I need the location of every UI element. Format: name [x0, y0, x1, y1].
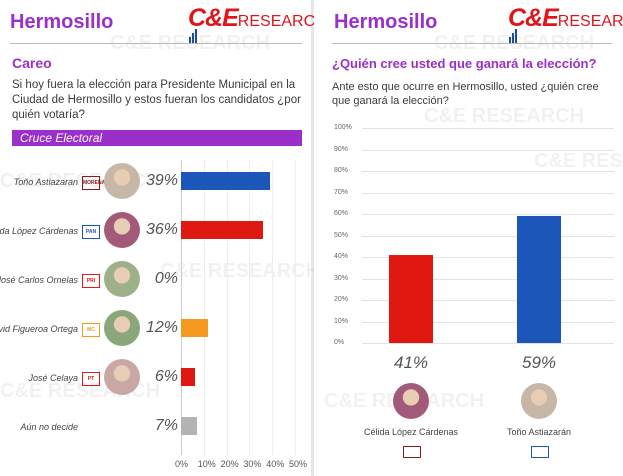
x-tick-label: 40% — [266, 459, 285, 469]
right-panel: C&E RESEARCH C&E RESEARCH C&E RESEARCH C… — [314, 0, 623, 476]
y-tick-label: 60% — [334, 210, 349, 217]
gridline — [362, 300, 614, 301]
section-title: Careo — [12, 55, 52, 71]
x-tick-label: 0% — [175, 459, 189, 469]
gridline — [362, 257, 614, 258]
y-tick-label: 100% — [334, 124, 352, 131]
left-panel: C&E RESEARCH C&E RESEARCH C&E RESEARCH C… — [0, 0, 327, 476]
x-tick-label: 20% — [220, 459, 239, 469]
data-label: 6% — [154, 368, 178, 385]
candidate-name: Toño Astiazaran — [13, 177, 78, 187]
bar — [181, 417, 197, 435]
y-tick-label: 40% — [334, 253, 349, 260]
question-subtext: Ante esto que ocurre en Hermosillo, uste… — [332, 81, 599, 107]
party-logo: PRI — [82, 274, 100, 288]
y-tick-label: 30% — [334, 274, 349, 282]
x-tick-label: 10% — [197, 459, 216, 469]
x-axis-baseline — [181, 160, 182, 455]
y-tick-label: 90% — [334, 145, 349, 153]
bar — [517, 216, 561, 343]
data-label: 41% — [393, 353, 429, 372]
data-label: 36% — [145, 221, 178, 238]
y-tick-label: 10% — [334, 317, 349, 325]
data-label: 59% — [521, 353, 557, 372]
x-tick-label: 50% — [289, 459, 308, 469]
party-logo: MORENA — [82, 176, 105, 190]
y-tick-label: 0% — [334, 339, 345, 346]
data-label: 7% — [154, 417, 178, 434]
candidate-name: José Carlos Ornelas — [0, 275, 78, 285]
data-label: 0% — [154, 270, 178, 287]
y-tick-label: 50% — [334, 231, 349, 239]
gridline — [362, 171, 614, 172]
candidate-name: José Celaya — [28, 373, 78, 383]
candidate-photo — [104, 261, 140, 297]
brand-logo: C&ERESEARCH — [188, 4, 327, 54]
candidate-photo — [104, 212, 140, 248]
y-tick-label: 70% — [334, 188, 349, 196]
party-logo: PT — [82, 372, 100, 386]
gridline — [362, 343, 614, 344]
question-text: Si hoy fuera la elección para Presidente… — [12, 79, 301, 121]
gridline — [226, 160, 228, 455]
party-logo: PAN — [82, 225, 100, 239]
watermark: C&E RESEARCH — [160, 260, 321, 282]
watermark: C&E RESEARCH — [424, 105, 585, 127]
gridline — [249, 160, 251, 455]
bar — [181, 172, 270, 190]
candidate-photo — [104, 359, 140, 395]
candidate-name: Aún no decide — [20, 422, 78, 432]
gridline — [362, 214, 614, 215]
bar — [181, 319, 209, 337]
gridline — [295, 160, 296, 455]
candidate-photo — [393, 383, 429, 419]
gridline — [362, 235, 614, 237]
party-logo: MC — [82, 323, 100, 337]
panel-divider — [311, 0, 314, 476]
question-title: ¿Quién cree usted que ganará la elección… — [332, 56, 597, 71]
party-logo — [403, 446, 421, 458]
gridline — [203, 160, 205, 455]
city-title: Hermosillo — [10, 11, 114, 33]
header-rule — [10, 43, 302, 44]
watermark: C&E RESEARCH — [534, 150, 623, 172]
x-tick-label: 30% — [243, 459, 262, 469]
gridline — [362, 278, 614, 280]
bar — [181, 368, 195, 386]
chart-banner: Cruce Electoral — [12, 130, 302, 146]
bar — [389, 254, 433, 343]
y-tick-label: 80% — [334, 167, 349, 174]
bar — [181, 221, 264, 239]
party-logo — [531, 446, 549, 458]
candidate-name: Toño Astiazarán — [506, 427, 572, 437]
gridline — [362, 192, 614, 194]
candidate-photo — [104, 163, 140, 199]
y-tick-label: 20% — [334, 296, 349, 303]
candidate-name: David Figueroa Ortega — [0, 324, 78, 334]
candidate-photo — [521, 383, 557, 419]
gridline — [362, 128, 614, 129]
candidate-name: Célida López Cárdenas — [0, 226, 78, 236]
gridline — [272, 160, 274, 455]
gridline — [362, 321, 614, 323]
gridline — [362, 149, 614, 151]
data-label: 39% — [145, 172, 178, 189]
candidate-photo — [104, 310, 140, 346]
data-label: 12% — [145, 319, 178, 336]
brand-logo: C&ERESEARCH — [508, 4, 623, 54]
candidate-name: Célida López Cárdenas — [363, 427, 459, 437]
city-title: Hermosillo — [334, 11, 438, 33]
header-rule — [332, 43, 612, 44]
